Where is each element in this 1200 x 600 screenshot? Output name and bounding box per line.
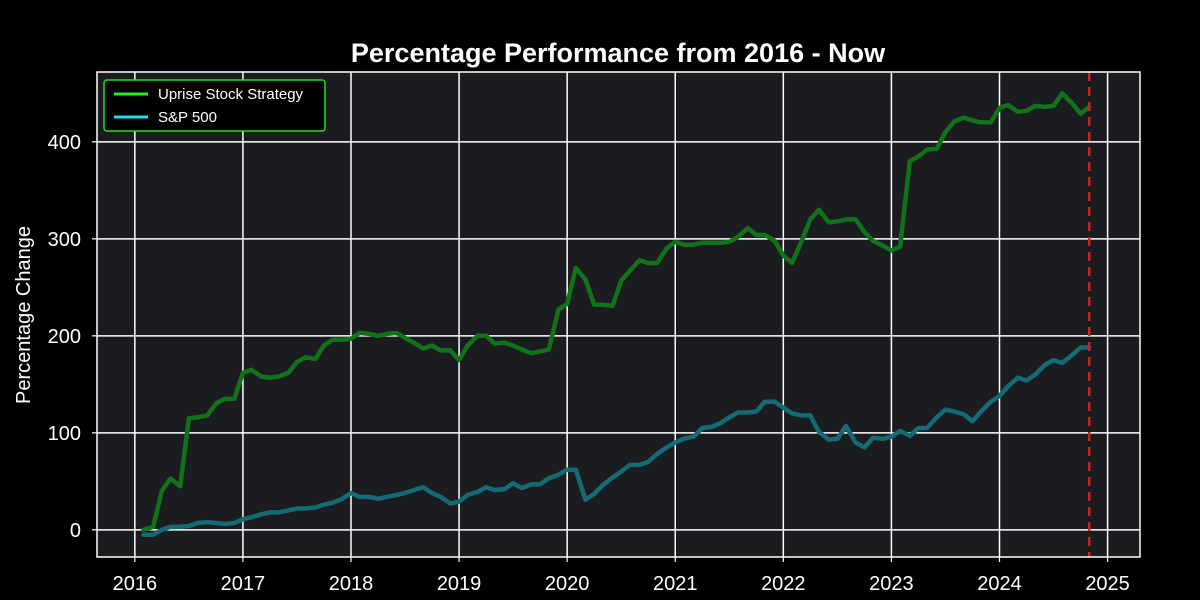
x-tick-label: 2018 <box>329 573 374 595</box>
plot-border <box>96 71 1141 558</box>
x-tick-label: 2020 <box>545 573 590 595</box>
series-line-uprise <box>141 91 1092 533</box>
y-tick-label: 400 <box>48 132 81 154</box>
grid <box>97 72 1140 557</box>
legend-label-sp500: S&P 500 <box>158 109 217 126</box>
y-axis-ticks: 0 100 200 300 400 <box>48 132 97 542</box>
plot-area <box>97 72 1140 557</box>
series-line-sp500 <box>141 345 1092 537</box>
x-tick-label: 2019 <box>437 573 482 595</box>
y-tick-label: 100 <box>48 423 81 445</box>
y-tick-label: 300 <box>48 229 81 251</box>
x-tick-label: 2024 <box>977 573 1022 595</box>
x-tick-label: 2016 <box>113 573 158 595</box>
x-tick-label: 2017 <box>221 573 266 595</box>
chart-title: Percentage Performance from 2016 - Now <box>351 38 886 68</box>
legend-box <box>103 79 326 132</box>
x-tick-label: 2021 <box>653 573 698 595</box>
x-axis-ticks: 2016 2017 2018 2019 2020 2021 2022 2023 2024 2025 <box>113 557 1130 595</box>
y-axis-label: Percentage Change <box>13 226 35 404</box>
x-tick-label: 2025 <box>1085 573 1130 595</box>
x-tick-label: 2023 <box>869 573 914 595</box>
y-tick-label: 200 <box>48 326 81 348</box>
legend-label-uprise: Uprise Stock Strategy <box>158 86 304 103</box>
x-tick-label: 2022 <box>761 573 806 595</box>
series-lines <box>141 91 1092 537</box>
legend: Uprise Stock Strategy S&P 500 <box>103 79 326 132</box>
y-tick-label: 0 <box>70 520 81 542</box>
